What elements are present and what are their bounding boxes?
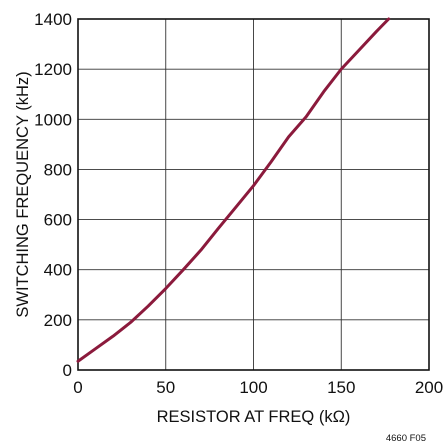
x-axis-tick-labels: 0 50 100 150 200 [73, 378, 443, 397]
x-tick-label: 200 [415, 378, 443, 397]
x-axis-title: RESISTOR AT FREQ (kΩ) [157, 408, 351, 426]
series-line [76, 17, 391, 363]
figure-id-label: 4660 F05 [386, 433, 426, 444]
y-axis-title: SWITCHING FREQUENCY (kHz) [14, 71, 32, 317]
series-layer [76, 17, 391, 363]
x-tick-label: 150 [327, 378, 355, 397]
y-tick-label: 800 [44, 160, 72, 179]
y-tick-label: 600 [44, 211, 72, 230]
x-tick-label: 100 [239, 378, 267, 397]
grid-lines [78, 19, 429, 370]
y-tick-label: 1000 [34, 110, 72, 129]
y-tick-label: 400 [44, 261, 72, 280]
y-axis-tick-labels: 0 200 400 600 800 1000 1200 1400 [34, 10, 72, 380]
y-tick-label: 1400 [34, 10, 72, 29]
plot-area-frame [77, 18, 430, 371]
y-tick-label: 1200 [34, 60, 72, 79]
y-tick-label: 0 [63, 361, 72, 380]
x-tick-label: 50 [156, 378, 175, 397]
x-tick-label: 0 [73, 378, 82, 397]
y-tick-label: 200 [44, 311, 72, 330]
